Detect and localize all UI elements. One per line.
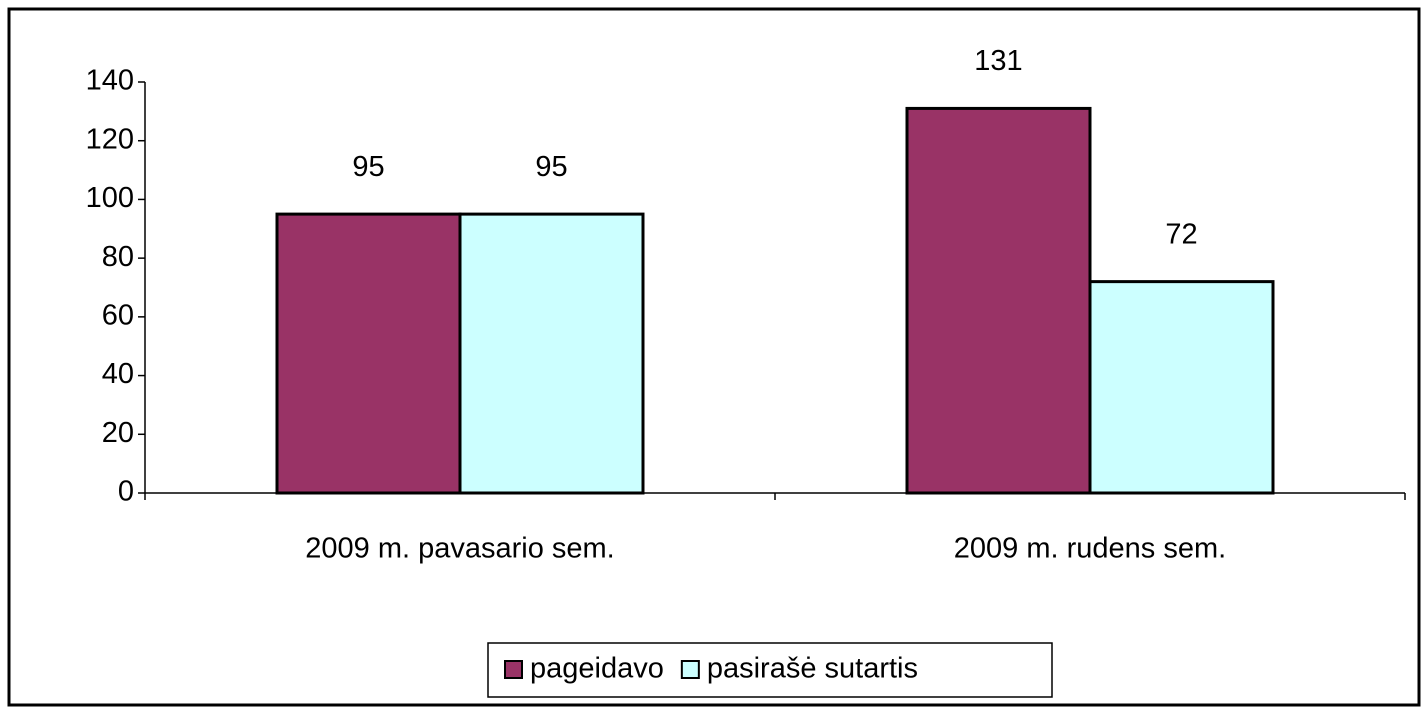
y-tick-label: 20 [102,417,134,449]
value-label: 72 [1165,218,1197,250]
value-label: 95 [352,151,384,183]
y-tick-label: 120 [86,123,134,155]
x-tick-label: 2009 m. pavasario sem. [305,533,614,565]
bar [275,212,462,495]
bar [1088,280,1275,495]
y-tick-label: 60 [102,300,134,332]
legend-swatch [504,660,523,679]
y-tick-label: 80 [102,241,134,273]
y-tick-label: 140 [86,65,134,97]
value-label: 95 [535,151,567,183]
y-tick-label: 0 [118,476,134,508]
bar [905,106,1092,495]
value-label: 131 [974,45,1022,77]
legend-label: pageidavo [530,653,664,685]
legend-swatch [680,660,700,679]
bar [458,212,645,495]
y-tick-label: 40 [102,358,134,390]
x-tick-label: 2009 m. rudens sem. [954,533,1226,565]
y-tick-label: 100 [86,182,134,214]
legend-label: pasirašė sutartis [707,653,918,685]
legend-box [487,642,1053,698]
